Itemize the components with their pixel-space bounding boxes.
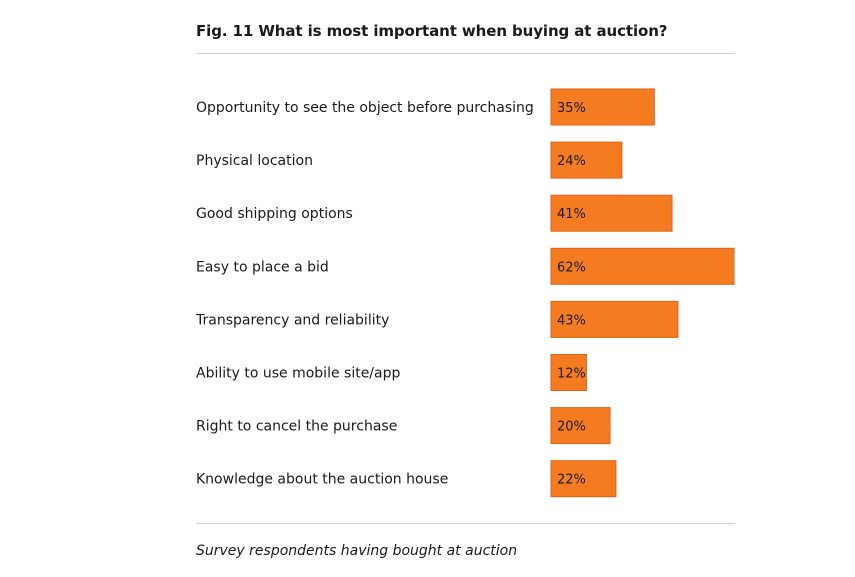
bar <box>550 354 587 391</box>
category-label: Right to cancel the purchase <box>196 419 397 435</box>
category-label: Opportunity to see the object before pur… <box>196 100 534 116</box>
data-label: 24% <box>557 154 586 169</box>
bar <box>550 194 673 232</box>
bar <box>550 300 679 338</box>
chart-title: Fig. 11 What is most important when buyi… <box>196 22 668 40</box>
data-label: 12% <box>557 367 586 382</box>
bar <box>550 247 735 285</box>
bar <box>550 141 623 179</box>
data-label: 20% <box>557 420 586 435</box>
bar <box>550 407 611 445</box>
data-label: 62% <box>557 260 586 275</box>
bottom-divider <box>196 523 735 524</box>
data-label: 22% <box>557 473 586 488</box>
data-label: 43% <box>557 313 586 328</box>
chart-caption: Survey respondents having bought at auct… <box>196 543 518 559</box>
category-label: Easy to place a bid <box>196 259 329 275</box>
bar <box>550 88 655 126</box>
data-label: 35% <box>557 101 586 116</box>
category-label: Transparency and reliability <box>195 312 389 328</box>
category-label: Knowledge about the auction house <box>196 472 448 488</box>
top-divider <box>196 53 735 54</box>
category-label: Ability to use mobile site/app <box>196 366 400 382</box>
category-label: Physical location <box>196 153 313 169</box>
category-label: Good shipping options <box>196 206 353 222</box>
data-label: 41% <box>557 207 586 222</box>
bar <box>550 460 617 498</box>
